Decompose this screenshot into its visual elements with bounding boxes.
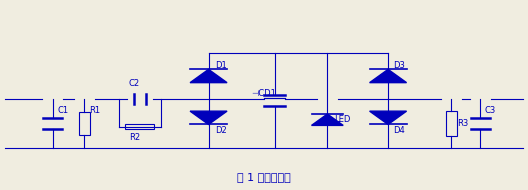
Text: C1: C1 bbox=[57, 106, 68, 115]
Bar bbox=[79, 112, 90, 135]
Text: ⊣CD1: ⊣CD1 bbox=[251, 89, 276, 98]
Text: R2: R2 bbox=[129, 133, 140, 142]
Polygon shape bbox=[312, 114, 343, 125]
Polygon shape bbox=[370, 69, 407, 83]
Text: D1: D1 bbox=[215, 61, 227, 70]
Text: D3: D3 bbox=[393, 61, 405, 70]
Bar bbox=[126, 124, 155, 129]
Text: R1: R1 bbox=[89, 106, 100, 115]
Text: D4: D4 bbox=[393, 126, 405, 135]
Text: R3: R3 bbox=[457, 119, 468, 128]
Text: C3: C3 bbox=[485, 106, 496, 115]
Text: LED: LED bbox=[334, 115, 350, 124]
Polygon shape bbox=[370, 111, 407, 124]
Text: C2: C2 bbox=[128, 79, 139, 88]
Text: 图 1 驱动线路图: 图 1 驱动线路图 bbox=[237, 172, 291, 182]
Polygon shape bbox=[190, 69, 227, 83]
Text: D2: D2 bbox=[215, 126, 227, 135]
Polygon shape bbox=[190, 111, 227, 124]
Bar bbox=[446, 111, 457, 136]
